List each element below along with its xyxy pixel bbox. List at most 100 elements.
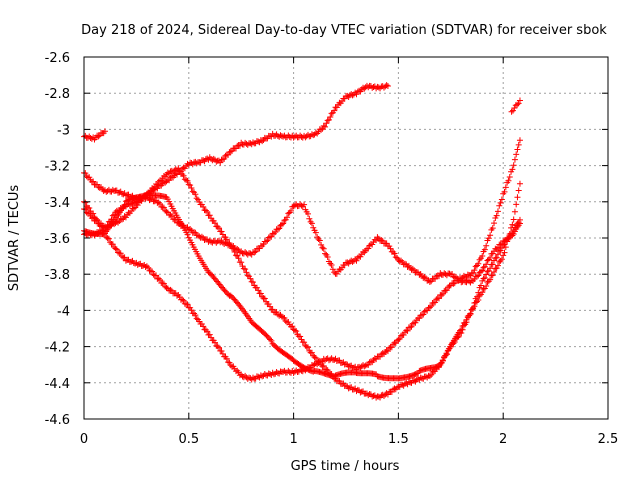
data-point [496, 202, 503, 209]
data-point [480, 275, 487, 282]
data-point [483, 242, 490, 249]
data-point [155, 275, 162, 282]
data-point [458, 326, 465, 333]
data-point [247, 375, 254, 382]
data-point [493, 212, 500, 219]
data-point [163, 284, 170, 291]
data-point [390, 248, 397, 255]
data-point [509, 107, 516, 114]
data-point [160, 204, 167, 211]
data-point [484, 257, 491, 264]
data-point [498, 256, 505, 263]
data-point [149, 268, 156, 275]
data-point [229, 245, 236, 252]
data-point [336, 378, 343, 385]
data-point [94, 181, 101, 188]
data-point [168, 173, 175, 180]
data-point [121, 213, 128, 220]
data-point [405, 378, 412, 385]
data-point [187, 225, 194, 232]
data-point [181, 176, 188, 183]
data-point [273, 368, 280, 375]
data-point [121, 201, 128, 208]
data-point [463, 316, 470, 323]
data-point [281, 314, 288, 321]
data-point [259, 138, 266, 145]
data-point [215, 344, 222, 351]
data-point [481, 263, 488, 270]
data-point [436, 363, 443, 370]
data-point [193, 195, 200, 202]
data-point [162, 179, 169, 186]
data-point [153, 272, 160, 279]
data-point [143, 263, 150, 270]
data-point [227, 362, 234, 369]
data-point [265, 234, 272, 241]
data-point [286, 369, 293, 376]
data-point [475, 260, 482, 267]
data-point [285, 318, 292, 325]
data-point [505, 177, 512, 184]
data-point [361, 85, 368, 92]
data-point [327, 113, 334, 120]
data-point [95, 133, 102, 140]
y-tick-label: -3.8 [45, 268, 70, 283]
data-point [398, 257, 405, 264]
data-point [219, 350, 226, 357]
data-point [411, 377, 418, 384]
data-point [428, 303, 435, 310]
data-point [458, 275, 465, 282]
data-point [167, 211, 174, 218]
data-point [398, 332, 405, 339]
data-point [409, 320, 416, 327]
data-point [333, 358, 340, 365]
data-point [324, 254, 331, 261]
data-point [159, 280, 166, 287]
data-point [451, 274, 458, 281]
data-point [476, 256, 483, 263]
data-point [280, 133, 287, 140]
data-point [513, 201, 520, 208]
data-point [122, 192, 129, 199]
series-track-3 [81, 169, 523, 286]
data-point [243, 269, 250, 276]
data-point [392, 254, 399, 261]
data-point [312, 354, 319, 361]
data-point [109, 241, 116, 248]
data-point [118, 216, 125, 223]
data-point [354, 386, 361, 393]
data-point [462, 319, 469, 326]
data-point [212, 220, 218, 227]
data-point [235, 255, 242, 262]
data-point [357, 389, 364, 396]
data-point [416, 271, 423, 278]
data-point [432, 299, 439, 306]
data-point [160, 280, 167, 287]
data-point [291, 327, 298, 334]
data-point [200, 157, 207, 164]
data-point [214, 343, 221, 350]
data-point [206, 331, 213, 338]
data-point [421, 274, 428, 281]
data-point [167, 168, 174, 175]
data-point [323, 355, 330, 362]
data-point [511, 208, 518, 215]
data-point [481, 274, 488, 281]
data-point [515, 100, 522, 107]
data-point [232, 252, 239, 259]
data-point [249, 279, 256, 286]
series-track-1 [81, 128, 108, 143]
data-point [226, 240, 233, 247]
data-point [375, 393, 382, 400]
data-point [506, 174, 513, 181]
data-point [96, 184, 103, 191]
data-point [117, 250, 124, 257]
data-point [464, 313, 471, 320]
data-point [487, 265, 494, 272]
data-point [134, 202, 141, 209]
data-point [472, 263, 479, 270]
data-point [306, 215, 313, 222]
data-point [483, 282, 490, 289]
data-point [236, 372, 243, 379]
x-tick-label: 2.5 [598, 432, 619, 447]
